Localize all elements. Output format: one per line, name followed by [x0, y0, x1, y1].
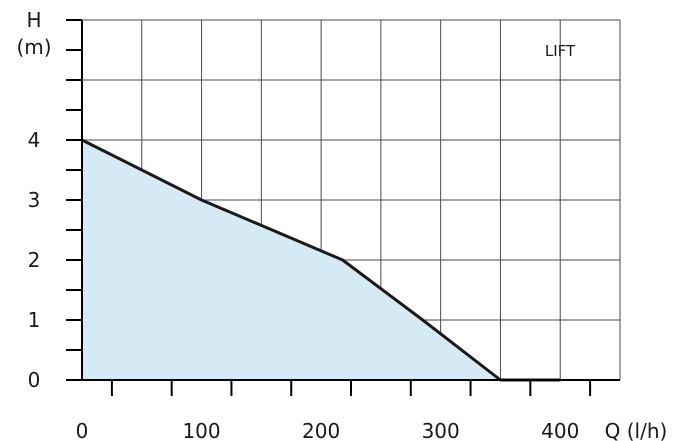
x-tick-label: 200	[302, 419, 340, 441]
y-axis-title-line1: H	[26, 8, 41, 32]
y-tick-label: 2	[28, 248, 41, 272]
y-tick-label: 3	[28, 188, 41, 212]
x-tick-label: 0	[76, 419, 89, 441]
y-tick-label: 4	[28, 128, 41, 152]
x-tick-label: 300	[422, 419, 460, 441]
axes	[66, 19, 620, 396]
x-tick-label: 100	[182, 419, 220, 441]
y-tick-label: 1	[28, 308, 41, 332]
lift-annotation: LIFT	[545, 42, 576, 60]
x-tick-label: 400	[541, 419, 579, 441]
tick-labels: 0 1 2 3 4 0 100 200 300 400	[28, 128, 580, 441]
y-tick-label: 0	[28, 368, 41, 392]
y-axis-title-line2: (m)	[16, 35, 51, 59]
x-axis-title: Q (l/h)	[605, 419, 668, 441]
